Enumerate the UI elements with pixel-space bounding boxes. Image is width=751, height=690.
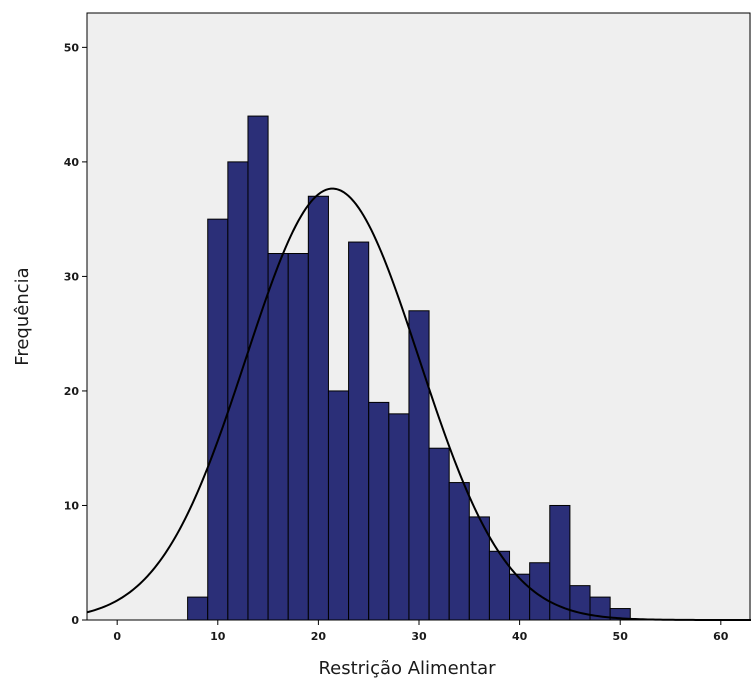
x-tick-label: 60: [713, 630, 729, 643]
histogram-bar: [368, 401, 390, 621]
x-axis: 0 10 20 30 40 50 60: [113, 620, 729, 643]
x-tick-label: 20: [311, 630, 327, 643]
x-tick-label: 30: [411, 630, 427, 643]
histogram-bar: [247, 115, 269, 621]
y-axis: 0 10 20 30 40 50: [64, 41, 87, 627]
histogram-bar: [227, 161, 249, 621]
x-tick-label: 50: [613, 630, 629, 643]
histogram-bar: [348, 241, 370, 621]
histogram-bar: [187, 596, 209, 621]
histogram-bar: [388, 413, 410, 621]
y-tick-label: 30: [64, 270, 80, 283]
histogram-bar: [509, 573, 531, 621]
x-tick-label: 40: [512, 630, 528, 643]
normal-curve: [86, 187, 751, 621]
histogram-bar: [287, 253, 309, 621]
histogram-bar: [428, 447, 450, 621]
y-tick-label: 10: [64, 499, 80, 512]
x-tick-label: 0: [113, 630, 121, 643]
x-axis-title: Restrição Alimentar: [318, 658, 496, 679]
bars-group: [187, 115, 631, 621]
x-tick-label: 10: [210, 630, 226, 643]
y-axis-title: Frequência: [12, 267, 33, 365]
histogram-bar: [327, 390, 350, 621]
y-tick-label: 40: [64, 156, 80, 169]
histogram-bar: [307, 195, 329, 621]
y-tick-label: 20: [64, 385, 80, 398]
histogram-bar: [448, 482, 470, 621]
histogram-bar: [267, 253, 289, 621]
y-tick-label: 50: [64, 41, 80, 54]
y-tick-label: 0: [71, 614, 79, 627]
